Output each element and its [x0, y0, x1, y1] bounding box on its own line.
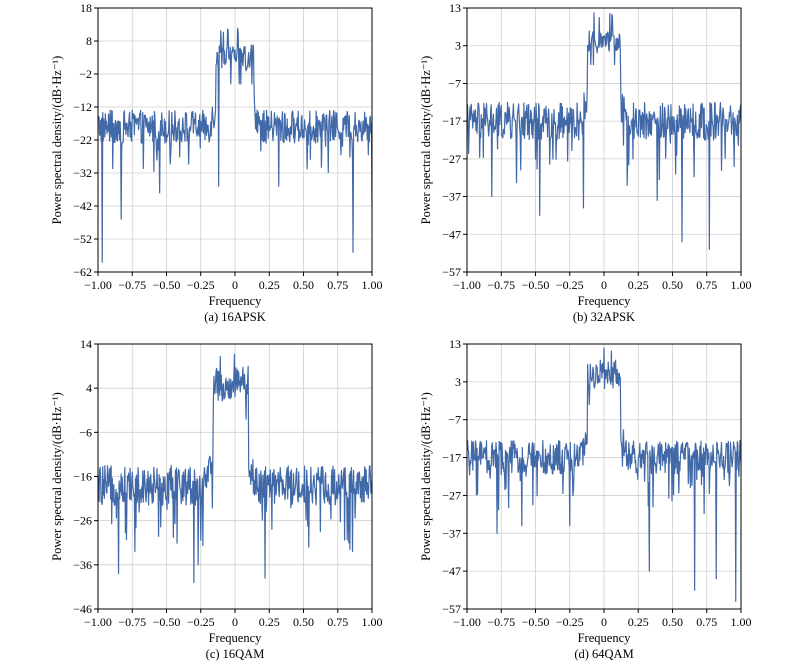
y-tick-label: −22 — [73, 133, 92, 147]
x-tick-label: −0.75 — [487, 615, 515, 629]
x-tick-label: −0.25 — [187, 278, 215, 292]
y-tick-label: −12 — [73, 100, 92, 114]
psd-series-line — [467, 347, 741, 603]
x-tick-label: −0.50 — [522, 278, 550, 292]
x-tick-label: −1.00 — [84, 615, 112, 629]
y-tick-label: −2 — [79, 67, 92, 81]
y-tick-label: −37 — [442, 190, 461, 204]
y-tick-label: −7 — [448, 413, 461, 427]
x-tick-label: 0.75 — [696, 278, 717, 292]
panel-caption: (d) 64QAM — [574, 647, 633, 661]
x-tick-label: 1.00 — [731, 278, 752, 292]
panel-caption: (a) 16APSK — [204, 310, 265, 324]
y-tick-label: −47 — [442, 227, 461, 241]
x-axis-label: Frequency — [578, 294, 632, 308]
x-tick-label: −0.75 — [487, 278, 515, 292]
x-tick-label: −0.50 — [522, 615, 550, 629]
x-tick-label: 1.00 — [362, 278, 383, 292]
y-axis-label: Power spectral density/(dB·Hz⁻¹) — [50, 392, 64, 561]
x-axis-label: Frequency — [209, 294, 263, 308]
y-tick-label: 18 — [80, 1, 92, 15]
y-tick-label: 14 — [80, 337, 92, 351]
x-tick-label: −0.75 — [118, 615, 146, 629]
y-tick-label: −17 — [442, 114, 461, 128]
x-tick-label: −1.00 — [453, 615, 481, 629]
y-axis-label: Power spectral density/(dB·Hz⁻¹) — [419, 56, 433, 225]
x-tick-label: −0.25 — [187, 615, 215, 629]
y-tick-label: −26 — [73, 514, 92, 528]
chart-panel-4: −1.00 −0.75 −0.50 −0.25 0 0.25 0.50 0.75 1.00 13 3… — [419, 337, 752, 661]
chart-panel-3: −1.00 −0.75 −0.50 −0.25 0 0.25 0.50 0.75 1.00 14 4… — [50, 337, 383, 661]
x-tick-label: 1.00 — [731, 615, 752, 629]
y-tick-label: −6 — [79, 425, 92, 439]
y-tick-label: −16 — [73, 470, 92, 484]
y-tick-label: −52 — [73, 232, 92, 246]
y-tick-label: 4 — [86, 381, 92, 395]
x-tick-label: 0.50 — [662, 615, 683, 629]
y-tick-label: −17 — [442, 451, 461, 465]
y-tick-label: −46 — [73, 602, 92, 616]
y-tick-label: −7 — [448, 76, 461, 90]
x-tick-label: 0.25 — [259, 615, 280, 629]
x-tick-label: −0.50 — [153, 278, 181, 292]
y-tick-label: −57 — [442, 265, 461, 279]
y-tick-label: −32 — [73, 166, 92, 180]
x-tick-label: 0.50 — [293, 615, 314, 629]
x-tick-label: −1.00 — [453, 278, 481, 292]
x-tick-label: 0.50 — [662, 278, 683, 292]
y-tick-label: −42 — [73, 199, 92, 213]
x-tick-label: −0.25 — [556, 615, 584, 629]
x-axis-label: Frequency — [578, 631, 632, 645]
x-tick-label: −1.00 — [84, 278, 112, 292]
y-axis-label: Power spectral density/(dB·Hz⁻¹) — [50, 56, 64, 225]
y-tick-label: 13 — [449, 337, 461, 351]
y-tick-label: 13 — [449, 1, 461, 15]
x-tick-label: 0.75 — [327, 615, 348, 629]
y-tick-label: 3 — [455, 39, 461, 53]
y-tick-label: −62 — [73, 265, 92, 279]
y-tick-label: −57 — [442, 602, 461, 616]
x-tick-label: 0 — [601, 615, 607, 629]
x-tick-label: 0.50 — [293, 278, 314, 292]
x-axis-label: Frequency — [209, 631, 263, 645]
y-tick-label: 8 — [86, 34, 92, 48]
x-tick-label: 0.75 — [327, 278, 348, 292]
y-tick-label: −36 — [73, 558, 92, 572]
psd-series-line — [98, 27, 372, 263]
x-tick-label: 0 — [232, 615, 238, 629]
panel-caption: (b) 32APSK — [573, 310, 635, 324]
chart-panel-2: −1.00 −0.75 −0.50 −0.25 0 0.25 0.50 0.75 1.00 13 3… — [419, 1, 752, 324]
y-tick-label: −27 — [442, 152, 461, 166]
psd-series-line — [98, 353, 372, 584]
y-tick-label: −37 — [442, 526, 461, 540]
x-tick-label: 0.25 — [259, 278, 280, 292]
x-tick-label: 0.25 — [628, 278, 649, 292]
x-tick-label: −0.50 — [153, 615, 181, 629]
chart-panel-1: −1.00 −0.75 −0.50 −0.25 0 0.25 0.50 0.75 1.00 18 8… — [50, 1, 383, 324]
x-tick-label: 0.25 — [628, 615, 649, 629]
x-tick-label: 0.75 — [696, 615, 717, 629]
psd-series-line — [467, 12, 741, 250]
y-tick-label: −47 — [442, 564, 461, 578]
panel-caption: (c) 16QAM — [206, 647, 265, 661]
y-tick-label: 3 — [455, 375, 461, 389]
y-tick-label: −27 — [442, 488, 461, 502]
x-tick-label: 0 — [601, 278, 607, 292]
x-tick-label: 1.00 — [362, 615, 383, 629]
x-tick-label: 0 — [232, 278, 238, 292]
y-axis-label: Power spectral density/(dB·Hz⁻¹) — [419, 392, 433, 561]
x-tick-label: −0.75 — [118, 278, 146, 292]
x-tick-label: −0.25 — [556, 278, 584, 292]
